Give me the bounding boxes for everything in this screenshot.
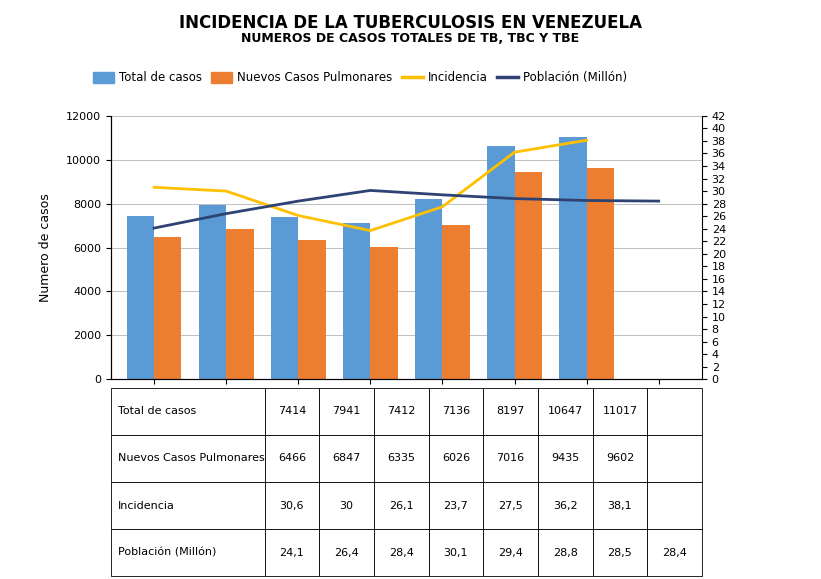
Text: 11017: 11017: [603, 406, 637, 416]
Bar: [111, 529, 264, 576]
Bar: [647, 482, 702, 529]
Text: 28,4: 28,4: [389, 548, 414, 558]
Bar: [593, 435, 647, 482]
Bar: [264, 482, 319, 529]
Bar: [484, 529, 538, 576]
Text: INCIDENCIA DE LA TUBERCULOSIS EN VENEZUELA: INCIDENCIA DE LA TUBERCULOSIS EN VENEZUE…: [179, 14, 642, 32]
Text: Población (Millón): Población (Millón): [118, 548, 216, 558]
Legend: Total de casos, Nuevos Casos Pulmonares, Incidencia, Población (Millón): Total de casos, Nuevos Casos Pulmonares,…: [88, 67, 632, 89]
Text: 28,8: 28,8: [553, 548, 578, 558]
Bar: [374, 435, 429, 482]
Text: Total de casos: Total de casos: [118, 406, 196, 416]
Bar: [429, 529, 484, 576]
Bar: [264, 435, 319, 482]
Bar: [374, 388, 429, 435]
Text: 7414: 7414: [277, 406, 306, 416]
Bar: [484, 435, 538, 482]
Bar: [319, 388, 374, 435]
Bar: [559, 137, 587, 379]
Text: 24,1: 24,1: [279, 548, 305, 558]
Text: 28,5: 28,5: [608, 548, 632, 558]
Text: 26,4: 26,4: [334, 548, 359, 558]
Bar: [298, 240, 326, 379]
Text: 9602: 9602: [606, 453, 634, 464]
Bar: [593, 388, 647, 435]
Bar: [111, 388, 264, 435]
Text: Nuevos Casos Pulmonares: Nuevos Casos Pulmonares: [118, 453, 264, 464]
Bar: [443, 225, 470, 379]
Bar: [126, 217, 154, 379]
Text: 29,4: 29,4: [498, 548, 523, 558]
Text: 8197: 8197: [497, 406, 525, 416]
Bar: [264, 529, 319, 576]
Text: 30,6: 30,6: [280, 500, 304, 511]
Bar: [538, 529, 593, 576]
Bar: [111, 435, 264, 482]
Text: 7941: 7941: [333, 406, 360, 416]
Bar: [484, 482, 538, 529]
Bar: [538, 435, 593, 482]
Bar: [484, 388, 538, 435]
Bar: [647, 529, 702, 576]
Text: 7016: 7016: [497, 453, 525, 464]
Bar: [343, 222, 370, 379]
Text: 28,4: 28,4: [663, 548, 687, 558]
Bar: [374, 529, 429, 576]
Text: 38,1: 38,1: [608, 500, 632, 511]
Bar: [647, 435, 702, 482]
Y-axis label: Numero de casos: Numero de casos: [39, 193, 52, 302]
Bar: [587, 168, 614, 379]
Text: 7412: 7412: [387, 406, 415, 416]
Bar: [374, 482, 429, 529]
Text: 26,1: 26,1: [389, 500, 414, 511]
Text: 30: 30: [340, 500, 354, 511]
Bar: [593, 529, 647, 576]
Text: Incidencia: Incidencia: [118, 500, 175, 511]
Text: 6466: 6466: [277, 453, 306, 464]
Bar: [226, 229, 254, 379]
Bar: [415, 199, 443, 379]
Bar: [319, 435, 374, 482]
Bar: [319, 529, 374, 576]
Bar: [487, 145, 515, 379]
Bar: [271, 217, 298, 379]
Bar: [429, 435, 484, 482]
Bar: [111, 482, 264, 529]
Bar: [538, 388, 593, 435]
Text: 6847: 6847: [333, 453, 360, 464]
Text: 9435: 9435: [551, 453, 580, 464]
Text: 6026: 6026: [442, 453, 470, 464]
Bar: [199, 205, 226, 379]
Text: 27,5: 27,5: [498, 500, 523, 511]
Bar: [429, 482, 484, 529]
Text: NUMEROS DE CASOS TOTALES DE TB, TBC Y TBE: NUMEROS DE CASOS TOTALES DE TB, TBC Y TB…: [241, 32, 580, 45]
Bar: [515, 172, 542, 379]
Text: 6335: 6335: [388, 453, 415, 464]
Text: 36,2: 36,2: [553, 500, 577, 511]
Bar: [264, 388, 319, 435]
Bar: [370, 247, 397, 379]
Bar: [429, 388, 484, 435]
Bar: [319, 482, 374, 529]
Text: 23,7: 23,7: [443, 500, 468, 511]
Text: 30,1: 30,1: [443, 548, 468, 558]
Bar: [647, 388, 702, 435]
Bar: [154, 237, 181, 379]
Text: 10647: 10647: [548, 406, 583, 416]
Text: 7136: 7136: [442, 406, 470, 416]
Bar: [593, 482, 647, 529]
Bar: [538, 482, 593, 529]
